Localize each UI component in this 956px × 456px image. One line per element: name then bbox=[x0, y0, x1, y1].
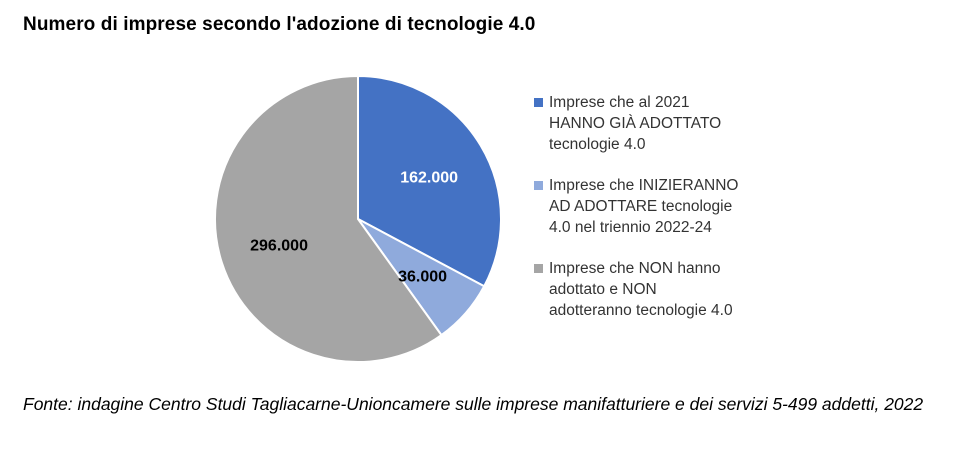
legend-label-adopted: Imprese che al 2021 HANNO GIÀ ADOTTATO t… bbox=[549, 94, 722, 153]
legend-item-not-adopted: Imprese che NON hanno adottato e NON ado… bbox=[534, 258, 834, 321]
pie-slice-adopted bbox=[357, 74, 502, 288]
legend-swatch-not-adopted bbox=[534, 264, 543, 273]
data-label-adopted: 162.000 bbox=[400, 169, 458, 186]
chart-title: Numero di imprese secondo l'adozione di … bbox=[23, 14, 536, 35]
data-label-not-adopted: 296.000 bbox=[250, 237, 308, 254]
data-label-will-adopt: 36.000 bbox=[398, 268, 447, 285]
legend-item-will-adopt: Imprese che INIZIERANNO AD ADOTTARE tecn… bbox=[534, 175, 834, 238]
legend-swatch-adopted bbox=[534, 98, 543, 107]
legend-swatch-will-adopt bbox=[534, 181, 543, 190]
legend-label-not-adopted: Imprese che NON hanno adottato e NON ado… bbox=[549, 260, 733, 319]
pie-chart: 162.000 36.000 296.000 bbox=[214, 74, 502, 363]
pie-slice-not-adopted bbox=[214, 74, 443, 363]
source-note: Fonte: indagine Centro Studi Tagliacarne… bbox=[23, 394, 924, 414]
legend-label-will-adopt: Imprese che INIZIERANNO AD ADOTTARE tecn… bbox=[549, 177, 739, 236]
legend: Imprese che al 2021 HANNO GIÀ ADOTTATO t… bbox=[534, 92, 834, 341]
legend-item-adopted: Imprese che al 2021 HANNO GIÀ ADOTTATO t… bbox=[534, 92, 834, 155]
